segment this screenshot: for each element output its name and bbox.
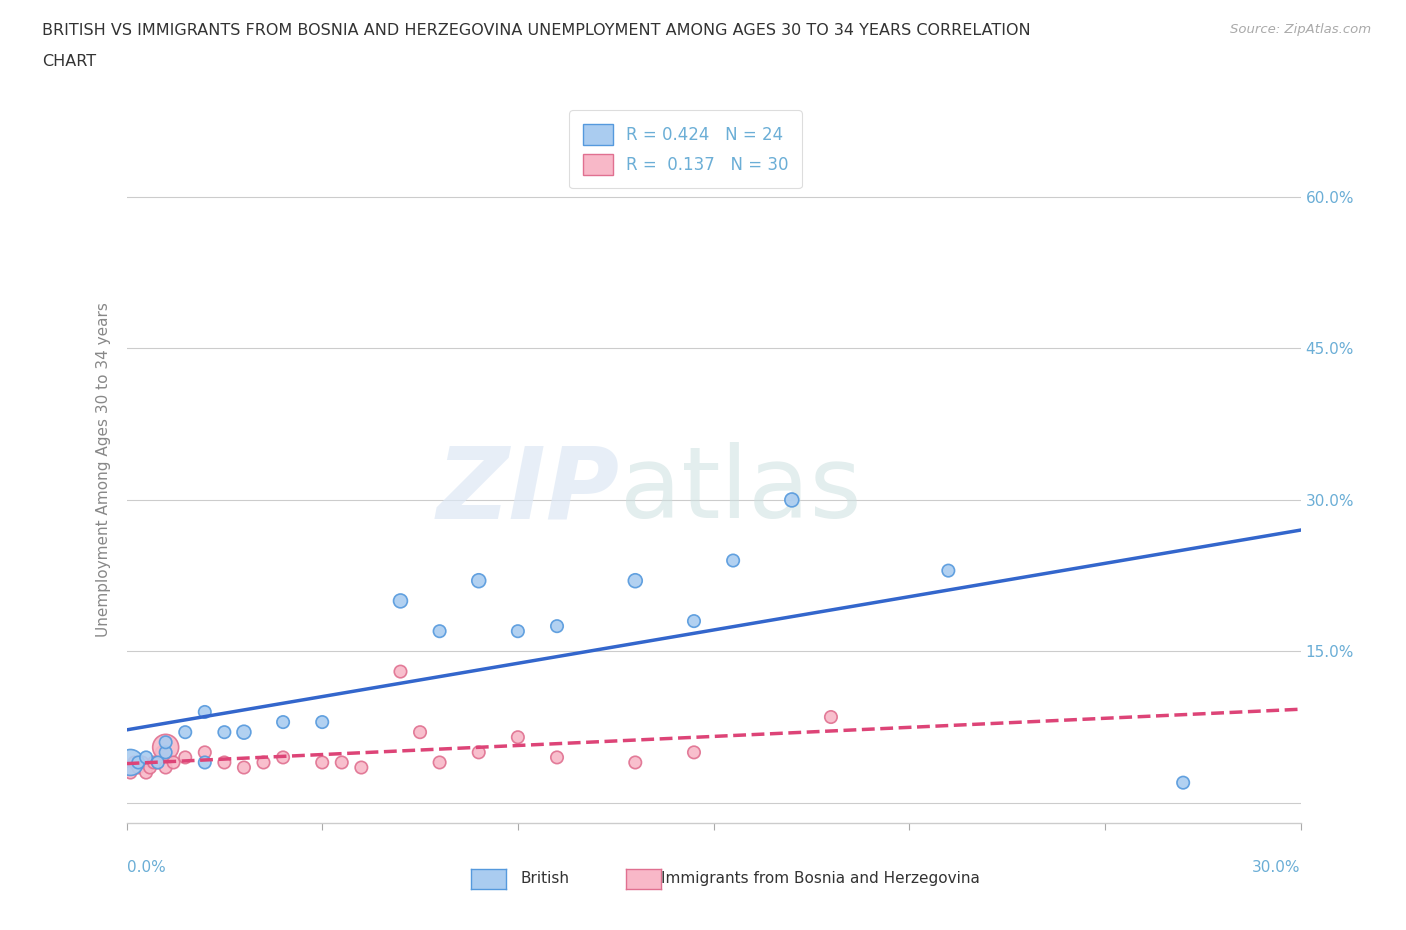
Point [389, 593, 412, 608]
Point [467, 745, 489, 760]
Point [350, 760, 373, 775]
Point [506, 730, 529, 745]
Point [155, 745, 177, 760]
Text: Source: ZipAtlas.com: Source: ZipAtlas.com [1230, 23, 1371, 36]
Point [936, 564, 959, 578]
Point [155, 760, 177, 775]
Point [683, 614, 706, 629]
Point [624, 573, 647, 588]
Text: CHART: CHART [42, 54, 96, 69]
Point [429, 624, 451, 639]
Point [214, 755, 236, 770]
Point [624, 755, 647, 770]
Point [146, 755, 169, 770]
Point [330, 755, 353, 770]
Point [721, 553, 744, 568]
Point [311, 755, 333, 770]
Point [271, 714, 294, 729]
Y-axis label: Unemployment Among Ages 30 to 34 years: Unemployment Among Ages 30 to 34 years [96, 302, 111, 637]
Point [139, 760, 162, 775]
Point [429, 755, 451, 770]
Point [174, 724, 197, 739]
Point [232, 724, 256, 739]
Point [409, 724, 432, 739]
Text: 30.0%: 30.0% [1253, 860, 1301, 875]
Text: British: British [520, 871, 569, 886]
Point [135, 765, 157, 780]
Point [506, 624, 529, 639]
Point [311, 714, 333, 729]
Point [120, 765, 142, 780]
Legend: R = 0.424   N = 24, R =  0.137   N = 30: R = 0.424 N = 24, R = 0.137 N = 30 [569, 111, 801, 188]
Point [780, 493, 803, 508]
Point [155, 735, 177, 750]
Point [546, 750, 568, 764]
Text: atlas: atlas [620, 443, 862, 539]
Point [194, 705, 217, 720]
Point [1173, 776, 1195, 790]
Point [546, 618, 568, 633]
Point [150, 745, 173, 760]
Text: Immigrants from Bosnia and Herzegovina: Immigrants from Bosnia and Herzegovina [661, 871, 980, 886]
Text: ZIP: ZIP [437, 443, 620, 539]
Point [389, 664, 412, 679]
Point [194, 745, 217, 760]
Point [135, 750, 157, 764]
Point [271, 750, 294, 764]
Point [467, 573, 489, 588]
Point [120, 755, 142, 770]
Point [155, 740, 177, 755]
Point [146, 755, 169, 770]
Point [131, 755, 153, 770]
Point [162, 755, 184, 770]
Point [127, 755, 149, 770]
Text: 0.0%: 0.0% [127, 860, 166, 875]
Point [683, 745, 706, 760]
Point [194, 755, 217, 770]
Point [820, 710, 842, 724]
Text: BRITISH VS IMMIGRANTS FROM BOSNIA AND HERZEGOVINA UNEMPLOYMENT AMONG AGES 30 TO : BRITISH VS IMMIGRANTS FROM BOSNIA AND HE… [42, 23, 1031, 38]
Point [142, 755, 165, 770]
Point [124, 755, 146, 770]
Point [252, 755, 274, 770]
Point [174, 750, 197, 764]
Point [214, 724, 236, 739]
Point [127, 760, 149, 775]
Point [232, 760, 256, 775]
